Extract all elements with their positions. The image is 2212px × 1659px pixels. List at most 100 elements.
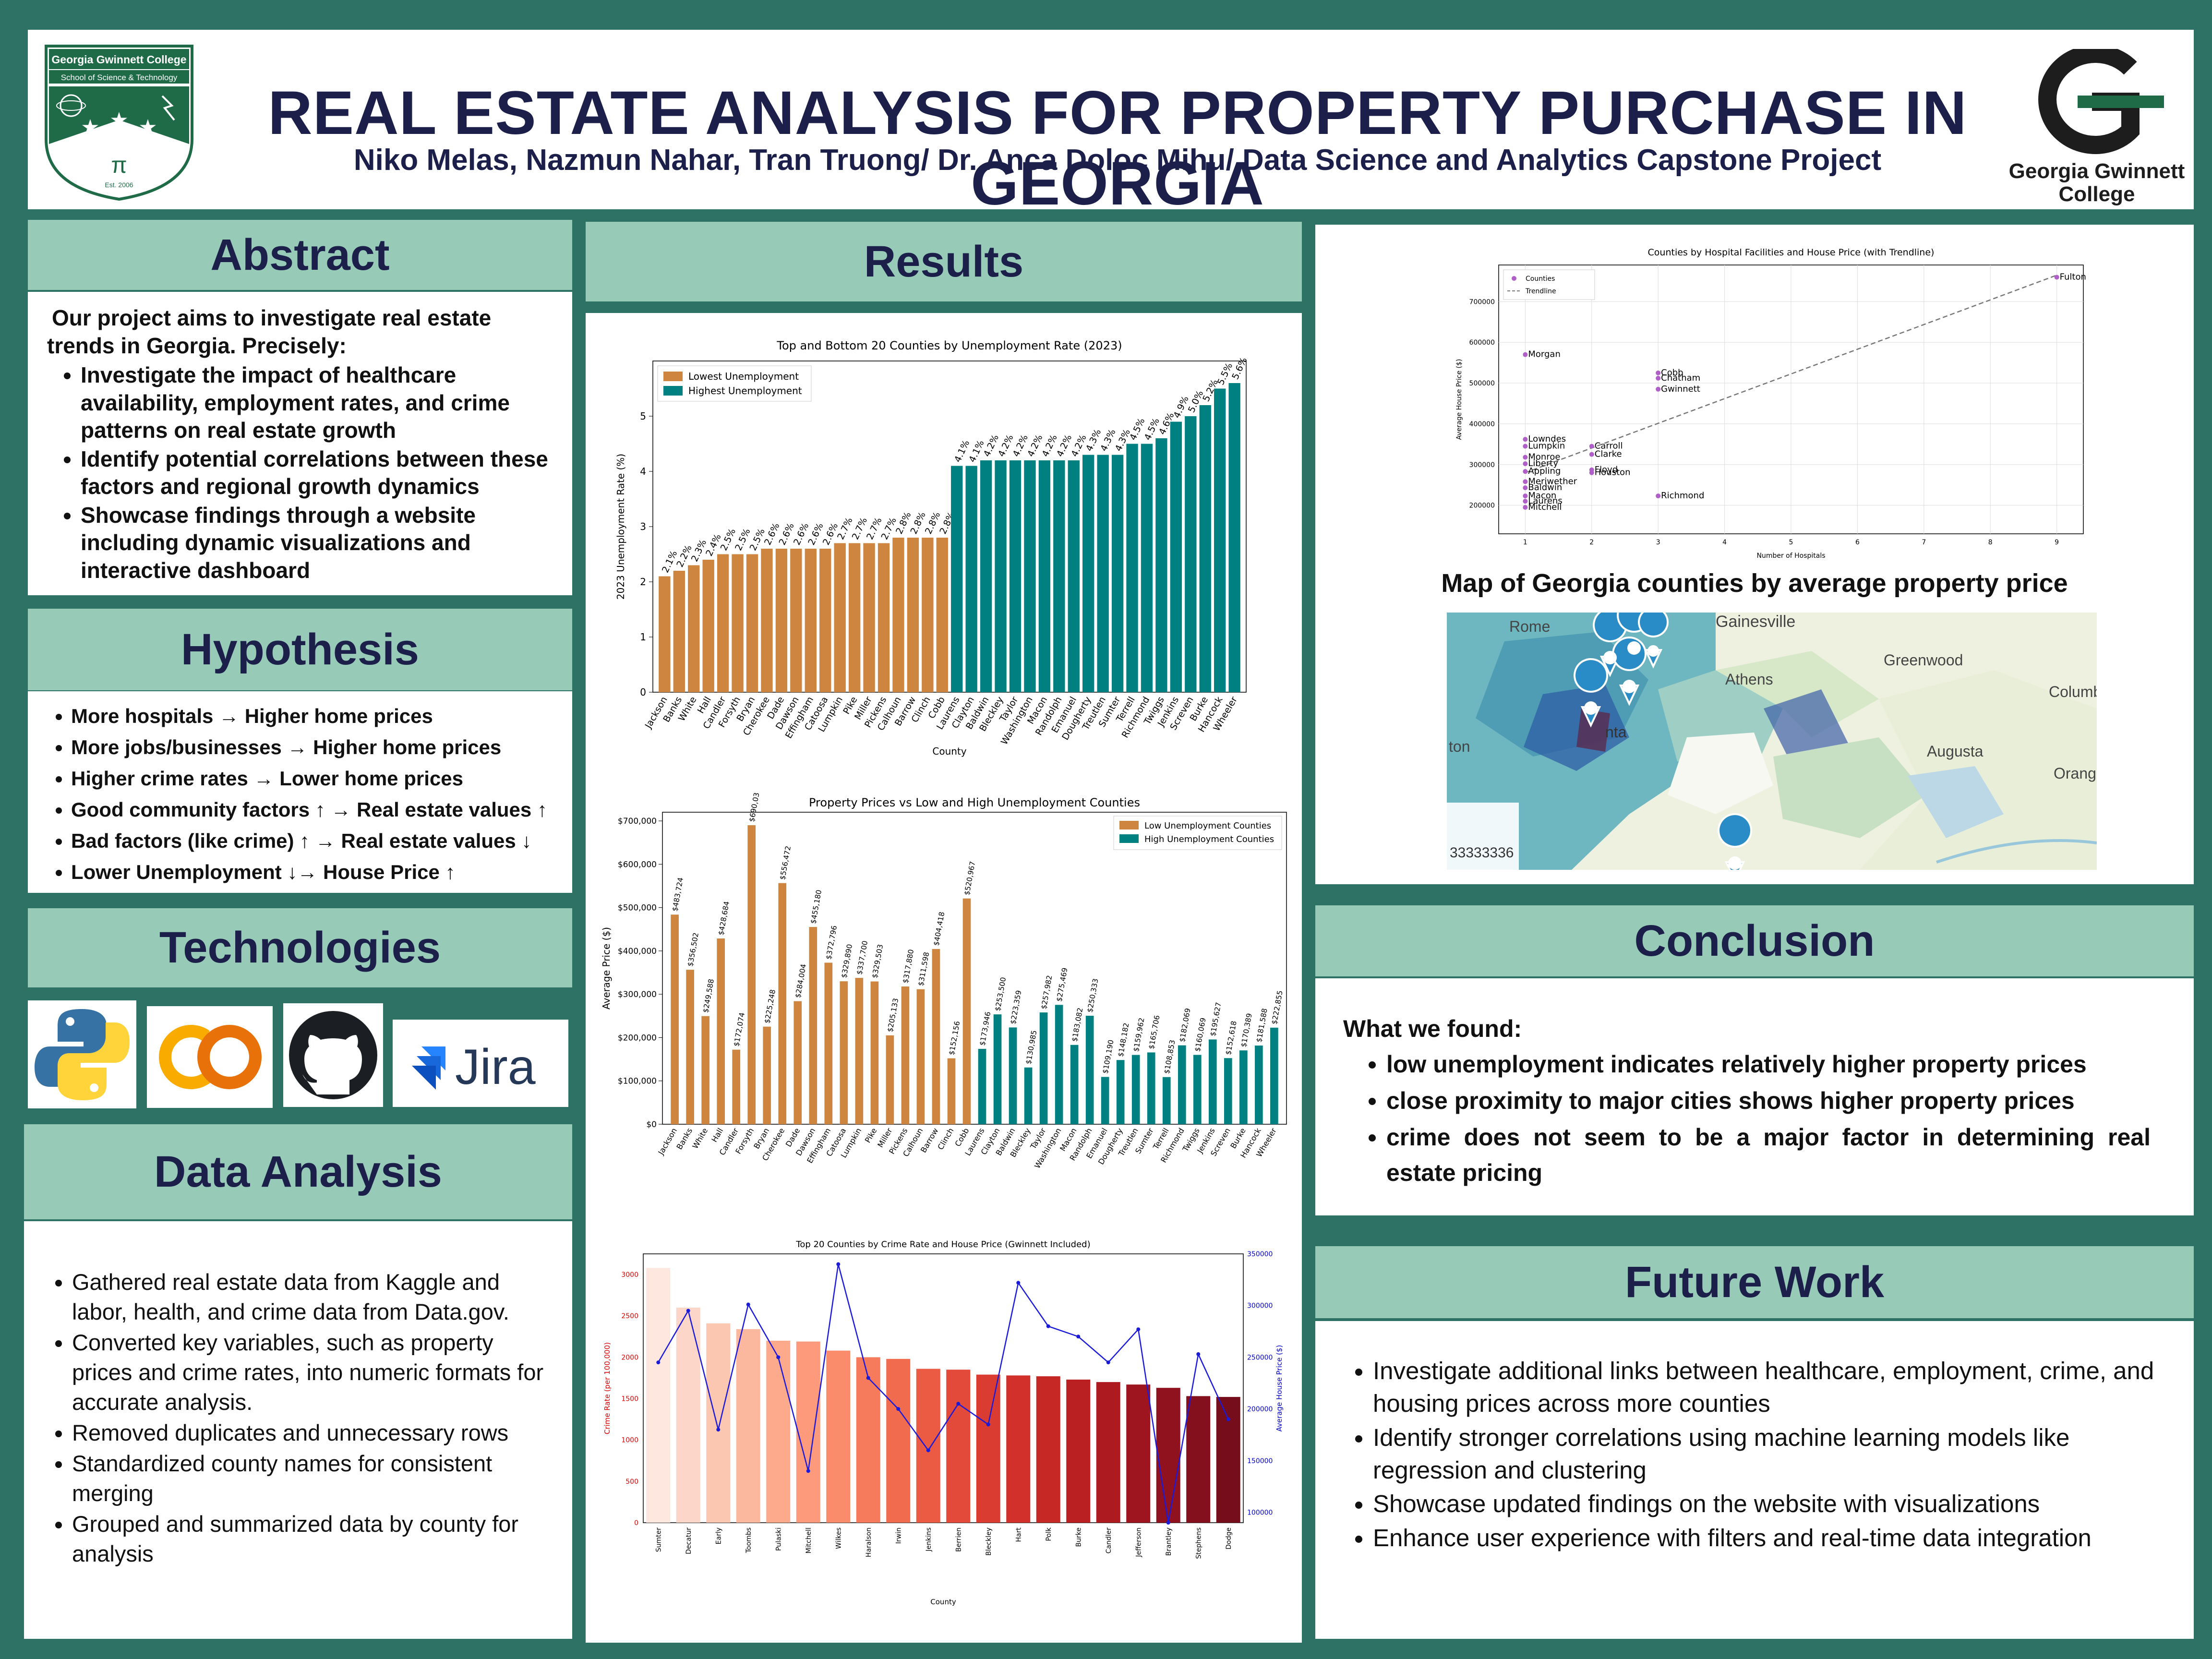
y-tick-label: 500 (625, 1478, 638, 1486)
poster-title: REAL ESTATE ANALYSIS FOR PROPERTY PURCHA… (268, 79, 1967, 218)
house-price-point (1196, 1352, 1201, 1356)
legend-swatch (663, 386, 683, 396)
python-logo (28, 1000, 136, 1108)
bar-label: $556,472 (778, 845, 793, 881)
list-item: Investigate the impact of healthcare ava… (81, 361, 558, 445)
y-tick-label: 3000 (621, 1271, 638, 1279)
bar (747, 825, 756, 1124)
bar (907, 538, 919, 692)
legend-label: Counties (1526, 275, 1555, 283)
bar (1126, 444, 1138, 692)
y-tick-label: 3 (640, 521, 646, 532)
house-price-point (716, 1428, 721, 1432)
bar (732, 1049, 741, 1124)
y-tick-label: 500000 (1469, 380, 1495, 387)
y2-axis-label: Average House Price ($) (1275, 1345, 1284, 1432)
bar-label: $223,359 (1009, 989, 1023, 1025)
bar (793, 1001, 802, 1124)
scatter-point (1523, 505, 1528, 510)
data-analysis-list: Gathered real estate data from Kaggle an… (72, 1267, 553, 1569)
header-panel: Georgia Gwinnett College School of Scien… (28, 30, 2194, 218)
list-item: More hospitals → Higher home prices (71, 701, 563, 731)
bar-label: $170,389 (1239, 1012, 1254, 1048)
y-axis-label: Average Price ($) (601, 927, 612, 1010)
y-tick-label: 400000 (1469, 421, 1495, 428)
point-label: Morgan (1528, 349, 1561, 360)
bar (962, 898, 971, 1124)
bar-label: $182,069 (1178, 1008, 1192, 1043)
y2-tick-label: 350000 (1247, 1250, 1273, 1258)
bar (1199, 405, 1211, 692)
scatter-point (1523, 437, 1528, 442)
abstract-body: Our project aims to investigate real est… (28, 292, 572, 595)
bar (848, 543, 861, 692)
bar (1214, 388, 1226, 692)
y-tick-label: $500,000 (618, 903, 657, 913)
y-tick-label: 1500 (621, 1395, 638, 1403)
bar (1193, 1055, 1202, 1124)
bar (1096, 1382, 1120, 1523)
hypothesis-list: More hospitals → Higher home pricesMore … (71, 701, 563, 887)
svg-text:π: π (111, 153, 127, 178)
bar (1147, 1052, 1155, 1124)
scatter-point (1523, 352, 1528, 357)
bar (671, 914, 679, 1124)
scatter-point (1656, 375, 1661, 381)
house-price-line (658, 1264, 1229, 1523)
bar (717, 938, 725, 1124)
scatter-point (1589, 444, 1594, 449)
point-label: Chatham (1661, 373, 1700, 383)
point-label: Macon (1528, 491, 1556, 501)
x-tick-label: Wilkes (835, 1527, 842, 1549)
legend-box (1503, 269, 1595, 300)
future-work-heading: Future Work (1315, 1246, 2194, 1318)
scatter-point (1523, 461, 1528, 467)
y-tick-label: 2 (640, 576, 646, 588)
bar (863, 543, 875, 692)
y-tick-label: 1000 (621, 1437, 638, 1444)
map-label-atlanta: nta (1605, 723, 1627, 741)
bar-label: $356,502 (686, 932, 700, 967)
bar-label: $195,627 (1209, 1001, 1223, 1037)
bar (1053, 460, 1065, 692)
y-tick-label: $100,000 (618, 1077, 657, 1086)
jira-logo: Jira (393, 1020, 568, 1107)
bar (855, 978, 864, 1124)
bar-label: $690,035 (747, 793, 762, 823)
y-axis-label: 2023 Unemployment Rate (%) (615, 454, 626, 600)
scatter-point (1589, 452, 1594, 457)
scatter-point (1523, 493, 1528, 499)
bar-label: $329,890 (840, 943, 854, 979)
plot-frame (643, 1253, 1244, 1523)
point-label: Mitchell (1528, 502, 1562, 512)
bar (1006, 1375, 1031, 1523)
bar-label: $160,069 (1193, 1017, 1207, 1053)
x-tick-label: White (690, 1127, 709, 1151)
future-work-body: Investigate additional links between hea… (1315, 1321, 2194, 1639)
bar-label: $311,598 (916, 951, 931, 987)
house-price-point (896, 1407, 901, 1411)
bar-label: $148,182 (1116, 1022, 1130, 1058)
bar (965, 466, 977, 692)
y-tick-label: 2500 (621, 1312, 638, 1320)
y-axis-label: Crime Rate (per 100,000) (603, 1342, 612, 1434)
bar-label: $159,962 (1131, 1017, 1146, 1053)
bar (775, 549, 788, 692)
logo-text-est: Est. 2006 (105, 181, 133, 189)
bar (978, 1048, 986, 1124)
x-tick-label: 4 (1722, 539, 1727, 546)
point-label: Liberty (1528, 458, 1558, 469)
point-label: Baldwin (1528, 482, 1562, 493)
bar (1024, 1067, 1033, 1124)
bar (746, 554, 758, 692)
bar (1255, 1046, 1263, 1124)
point-label: Laurens (1528, 496, 1562, 506)
x-tick-label: Early (715, 1527, 722, 1544)
y-tick-label: 1 (640, 631, 646, 643)
map-label-orangeburg: Orang (2054, 765, 2096, 782)
bar (980, 460, 992, 692)
list-item: Showcase updated findings on the website… (1373, 1488, 2165, 1520)
house-price-point (1046, 1324, 1050, 1328)
list-item: Grouped and summarized data by county fo… (72, 1509, 553, 1569)
bar-label: $152,618 (1224, 1020, 1238, 1056)
